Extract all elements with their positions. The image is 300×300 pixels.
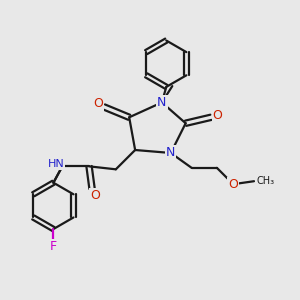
Text: O: O <box>90 189 100 202</box>
Text: N: N <box>157 96 167 109</box>
Text: N: N <box>166 146 176 160</box>
Text: F: F <box>50 240 57 253</box>
Text: CH₃: CH₃ <box>256 176 274 186</box>
Text: O: O <box>228 178 238 191</box>
Text: O: O <box>93 98 103 110</box>
Text: O: O <box>212 109 222 122</box>
Text: HN: HN <box>47 159 64 169</box>
